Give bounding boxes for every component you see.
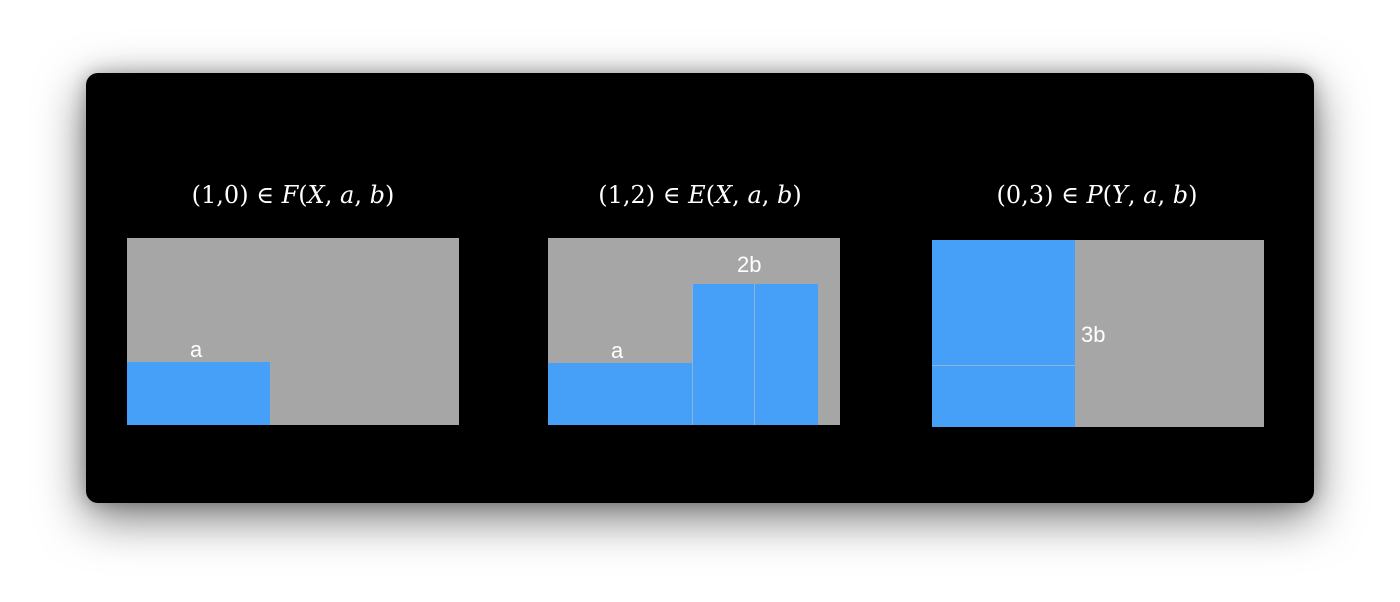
diagram-canvas: (1,0) ∈ F(X, a, b) a (1,2) ∈ E(X, a, b) … xyxy=(86,73,1314,503)
diagram-2-divider-left xyxy=(692,284,693,425)
diagram-1-block-a xyxy=(127,362,270,425)
diagram-2-title: (1,2) ∈ E(X, a, b) xyxy=(598,181,802,209)
diagram-3-label-3b: 3b xyxy=(1081,322,1106,347)
diagram-3-title: (0,3) ∈ P(Y, a, b) xyxy=(996,181,1198,209)
diagram-2-divider-mid xyxy=(754,284,755,425)
diagram-1-title: (1,0) ∈ F(X, a, b) xyxy=(191,181,395,209)
diagram-3-block-3b xyxy=(932,240,1075,427)
diagram-2-block-2b xyxy=(692,284,818,425)
diagram-2-block-a xyxy=(548,363,692,425)
diagram-1-label-a: a xyxy=(190,337,203,362)
diagram-3-divider xyxy=(932,365,1075,366)
diagram-2-label-2b: 2b xyxy=(737,252,762,277)
diagram-2-label-a: a xyxy=(611,338,624,363)
